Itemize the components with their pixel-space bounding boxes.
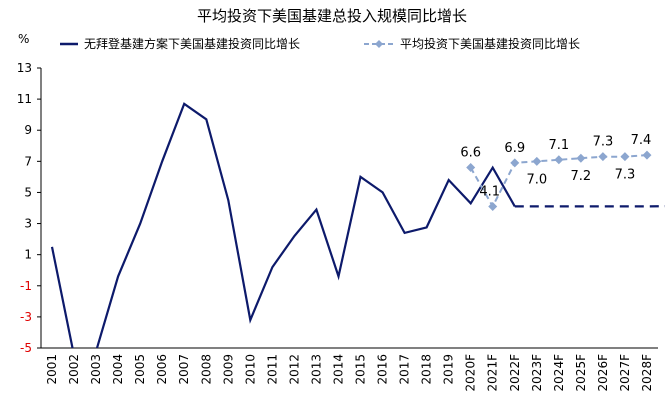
series-marker-diamond	[488, 201, 498, 211]
x-tick-label: 2017	[398, 354, 412, 385]
data-label: 6.9	[504, 141, 525, 156]
x-tick-label: 2005	[133, 354, 147, 385]
legend: 无拜登基建方案下美国基建投资同比增长 平均投资下美国基建投资同比增长	[60, 36, 580, 51]
x-tick-label: 2002	[67, 354, 81, 385]
series-layer	[50, 102, 665, 348]
data-label: 7.3	[593, 135, 614, 150]
x-tick-label: 2001	[45, 354, 59, 385]
data-label: 7.1	[548, 138, 569, 153]
x-tick-label: 2007	[177, 354, 191, 385]
x-tick-label: 2003	[89, 354, 103, 385]
x-tick-label: 2009	[221, 354, 235, 385]
series-marker-diamond	[642, 150, 652, 160]
x-tick-label: 2014	[331, 354, 345, 385]
series-marker-diamond	[466, 163, 476, 173]
axes: 13 11 9 7 5 3 1 -1 -3 -5 2001 2002 2003 2004 2005 2006 2…	[17, 61, 658, 391]
x-tick-label: 2013	[309, 354, 323, 385]
x-tick-label: 2025F	[574, 354, 588, 392]
x-tick-label: 2016	[376, 354, 390, 385]
x-tick-label: 2026F	[596, 354, 610, 392]
series-marker-diamond	[620, 152, 630, 162]
x-tick-label: 2021F	[486, 354, 500, 392]
x-tick-label: 2028F	[640, 354, 654, 392]
y-tick-label: 9	[24, 123, 32, 137]
x-tick-label: 2006	[155, 354, 169, 385]
data-label: 7.0	[526, 172, 547, 187]
legend-marker-diamond	[375, 40, 383, 48]
y-tick-label: 7	[24, 154, 32, 168]
x-tick-label: 2027F	[618, 354, 632, 392]
series-marker-diamond	[554, 155, 564, 165]
data-label: 7.4	[631, 133, 652, 148]
y-tick-label: 1	[24, 248, 32, 262]
y-tick-label: 5	[24, 185, 32, 199]
x-tick-label: 2019	[442, 354, 456, 385]
series-line-dashed	[469, 154, 648, 209]
x-tick-label: 2010	[243, 354, 257, 385]
chart-title: 平均投资下美国基建总投入规模同比增长	[197, 7, 467, 25]
x-tick-label: 2018	[420, 354, 434, 385]
legend-label-dashed: 平均投资下美国基建投资同比增长	[400, 36, 580, 51]
x-tick-label: 2020F	[464, 354, 478, 392]
x-tick-label: 2023F	[530, 354, 544, 392]
data-label: 6.6	[460, 146, 481, 161]
y-tick-label: 3	[24, 217, 32, 231]
y-tick-label: -1	[20, 279, 32, 293]
x-tick-label: 2015	[354, 354, 368, 385]
x-tick-label: 2012	[287, 354, 301, 385]
data-label: 4.1	[479, 184, 500, 199]
y-axis-unit: %	[18, 32, 29, 46]
y-tick-label: -3	[20, 310, 32, 324]
x-tick-label: 2008	[199, 354, 213, 385]
x-tick-label: 2022F	[508, 354, 522, 392]
data-labels: 6.6 4.1 6.9 7.0 7.1 7.2 7.3 7.3 7.4	[460, 133, 651, 199]
series-marker-diamond	[532, 156, 542, 166]
series-line-solid	[50, 102, 516, 348]
y-tick-label: 11	[17, 92, 32, 106]
y-tick-label: -5	[20, 341, 32, 355]
x-tick-label: 2024F	[552, 354, 566, 392]
series-marker-diamond	[598, 152, 608, 162]
x-tick-label: 2011	[265, 354, 279, 385]
series-marker-diamond	[510, 158, 520, 168]
data-label: 7.2	[571, 169, 592, 184]
y-tick-label: 13	[17, 61, 32, 75]
legend-label-solid: 无拜登基建方案下美国基建投资同比增长	[84, 36, 300, 51]
data-label: 7.3	[615, 168, 636, 183]
x-tick-label: 2004	[111, 354, 125, 385]
series-marker-diamond	[576, 153, 586, 163]
